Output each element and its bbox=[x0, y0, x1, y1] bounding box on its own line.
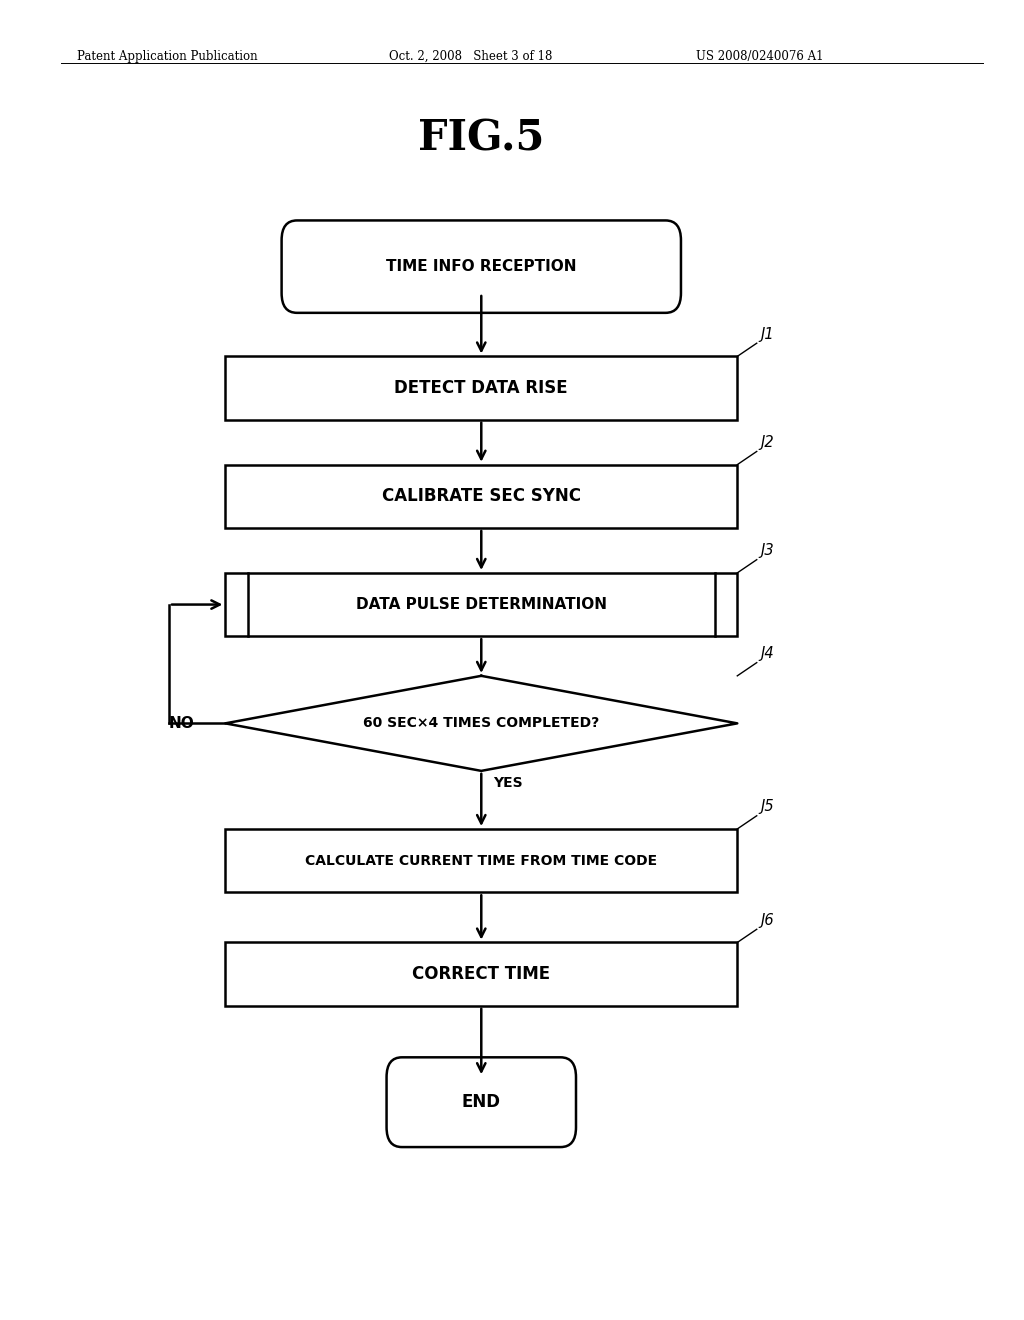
Text: FIG.5: FIG.5 bbox=[418, 117, 545, 160]
FancyBboxPatch shape bbox=[225, 942, 737, 1006]
Text: NO: NO bbox=[169, 715, 195, 731]
FancyBboxPatch shape bbox=[225, 829, 737, 892]
Text: US 2008/0240076 A1: US 2008/0240076 A1 bbox=[696, 50, 824, 63]
Text: CORRECT TIME: CORRECT TIME bbox=[413, 965, 550, 983]
Text: YES: YES bbox=[494, 776, 523, 791]
FancyBboxPatch shape bbox=[225, 465, 737, 528]
FancyBboxPatch shape bbox=[225, 356, 737, 420]
Text: J6: J6 bbox=[761, 913, 774, 928]
Text: TIME INFO RECEPTION: TIME INFO RECEPTION bbox=[386, 259, 577, 275]
Text: Oct. 2, 2008   Sheet 3 of 18: Oct. 2, 2008 Sheet 3 of 18 bbox=[389, 50, 553, 63]
Text: DETECT DATA RISE: DETECT DATA RISE bbox=[394, 379, 568, 397]
Text: CALIBRATE SEC SYNC: CALIBRATE SEC SYNC bbox=[382, 487, 581, 506]
Polygon shape bbox=[225, 676, 737, 771]
Text: J5: J5 bbox=[761, 800, 774, 814]
Text: Patent Application Publication: Patent Application Publication bbox=[77, 50, 257, 63]
Text: CALCULATE CURRENT TIME FROM TIME CODE: CALCULATE CURRENT TIME FROM TIME CODE bbox=[305, 854, 657, 867]
Text: 60 SEC×4 TIMES COMPLETED?: 60 SEC×4 TIMES COMPLETED? bbox=[364, 717, 599, 730]
Text: J4: J4 bbox=[761, 647, 774, 661]
Text: DATA PULSE DETERMINATION: DATA PULSE DETERMINATION bbox=[355, 597, 607, 612]
FancyBboxPatch shape bbox=[225, 573, 737, 636]
FancyBboxPatch shape bbox=[282, 220, 681, 313]
Text: J1: J1 bbox=[761, 327, 774, 342]
FancyBboxPatch shape bbox=[386, 1057, 575, 1147]
Text: J2: J2 bbox=[761, 436, 774, 450]
Text: J3: J3 bbox=[761, 544, 774, 558]
Text: END: END bbox=[462, 1093, 501, 1111]
